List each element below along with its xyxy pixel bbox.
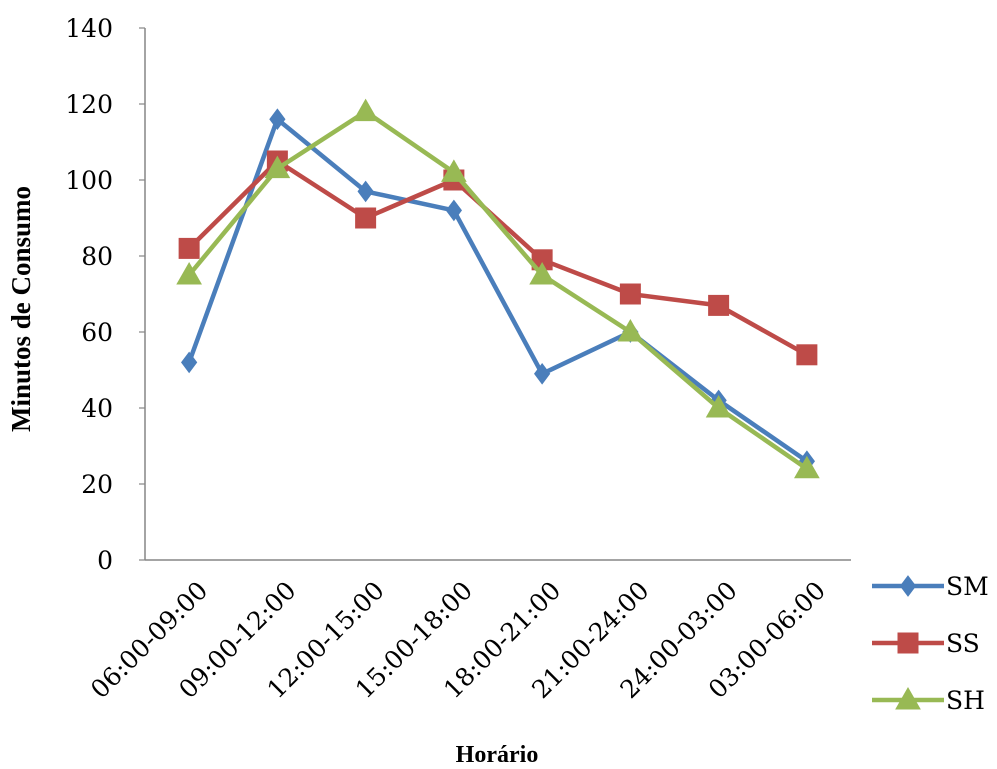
data-point [794, 455, 820, 479]
series-layer [176, 98, 820, 479]
legend-item: SS [872, 629, 980, 658]
x-axis-title: Horário [456, 742, 539, 768]
data-point [441, 159, 467, 182]
series-line [187, 158, 808, 357]
data-point [619, 283, 641, 305]
legend: SM SS SH [872, 572, 989, 715]
data-point [895, 686, 921, 710]
data-point [352, 98, 379, 122]
data-point [708, 294, 730, 316]
data-point [176, 261, 202, 285]
y-tick-label: 20 [81, 470, 113, 499]
y-tick-label: 140 [65, 14, 113, 43]
data-point [181, 351, 198, 374]
y-tick-label: 120 [65, 90, 113, 119]
data-point [178, 237, 200, 259]
series-line [187, 116, 809, 464]
data-point [897, 632, 919, 654]
y-tick-label: 0 [97, 546, 113, 575]
legend-item: SM [872, 572, 989, 601]
data-point [899, 575, 917, 597]
data-point [705, 394, 732, 418]
data-point [269, 108, 286, 131]
x-tick-labels: 06:00-09:0009:00-12:0012:00-15:0015:00-1… [85, 576, 831, 704]
y-tick-labels: 0 20 40 60 80 100 120 140 [65, 14, 145, 575]
data-point [355, 207, 377, 229]
legend-label: SH [946, 686, 985, 715]
y-tick-label: 40 [81, 394, 113, 423]
data-point [529, 261, 555, 285]
data-point [796, 344, 818, 366]
data-point [357, 180, 374, 203]
y-tick-label: 80 [81, 242, 113, 271]
series-ss [178, 150, 818, 366]
y-tick-label: 100 [65, 166, 113, 195]
y-axis-title: Minutos de Consumo [6, 186, 36, 432]
data-point [534, 362, 551, 385]
axes [144, 28, 851, 561]
legend-label: SM [946, 572, 989, 601]
data-point [445, 199, 462, 222]
data-point [264, 155, 291, 179]
series-sh [176, 98, 820, 479]
data-point [617, 318, 644, 342]
y-tick-label: 60 [81, 318, 113, 347]
series-line [187, 109, 809, 471]
legend-label: SS [946, 629, 980, 658]
legend-item: SH [872, 686, 985, 715]
